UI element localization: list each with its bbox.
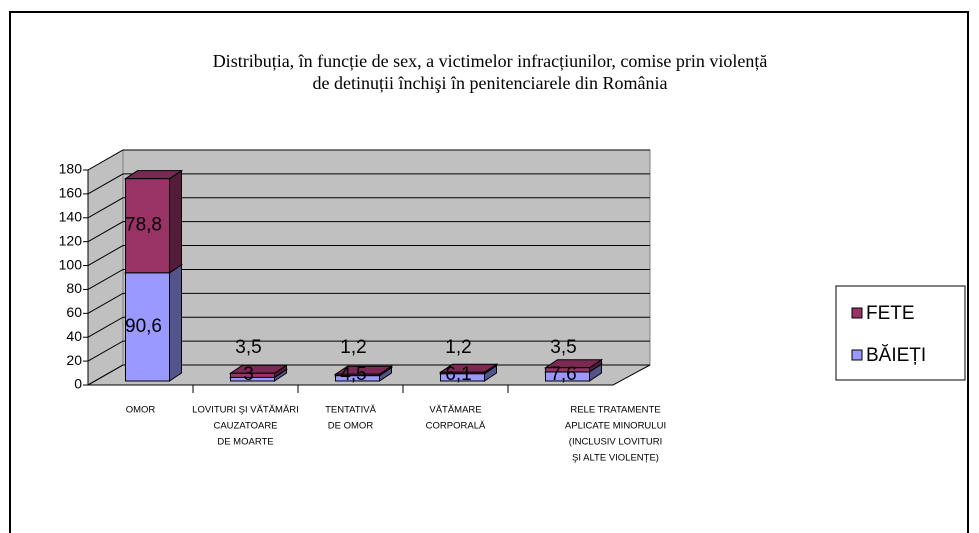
x-tick-label: ŞI ALTE VIOLENȚE) — [572, 453, 659, 464]
data-label: 6,1 — [445, 364, 471, 385]
y-tick-label: 160 — [59, 185, 83, 201]
bar-side — [169, 263, 182, 382]
x-tick-label: OMOR — [126, 405, 156, 416]
grid-line — [87, 149, 650, 171]
x-tick-label: LOVITURI ŞI VĂTĂMĂRI — [192, 405, 299, 416]
data-label: 78,8 — [125, 215, 162, 236]
grid-line — [87, 316, 650, 338]
grid-line — [87, 292, 650, 314]
y-tick-label: 180 — [59, 161, 83, 177]
data-label: 1,2 — [445, 337, 471, 358]
data-label: 3,5 — [235, 337, 261, 358]
bar — [335, 373, 380, 377]
x-tick-label: DE OMOR — [328, 421, 374, 432]
x-tick-label: CAUZATOARE — [213, 421, 277, 432]
legend-label: BĂIEȚI — [866, 345, 926, 366]
x-tick-label: CORPORALĂ — [426, 421, 486, 432]
chart-title: de detinuții închişi în penitenciarele d… — [313, 73, 668, 93]
legend-label: FETE — [866, 303, 915, 324]
y-tick-label: 80 — [66, 280, 82, 296]
bar-side — [169, 169, 182, 274]
bar — [230, 372, 275, 378]
grid-line — [87, 268, 650, 290]
grid-line — [87, 340, 650, 362]
data-label: 1,2 — [340, 337, 366, 358]
grid-line — [87, 221, 650, 243]
bar — [545, 367, 590, 373]
y-tick-label: 0 — [74, 376, 82, 392]
y-tick-label: 100 — [59, 256, 83, 272]
bar — [440, 371, 485, 375]
grid-line — [87, 197, 650, 219]
grid-line — [87, 173, 650, 195]
bar — [125, 178, 170, 274]
x-tick-label: TENTATIVĂ — [325, 405, 377, 416]
data-label: 90,6 — [125, 316, 162, 337]
x-tick-label: APLICATE MINORULUI — [565, 421, 666, 432]
y-tick-label: 140 — [59, 208, 83, 224]
side-wall — [87, 149, 124, 386]
x-tick-label: VĂTĂMARE — [429, 405, 481, 416]
grid-line — [87, 245, 650, 266]
frame — [9, 11, 969, 533]
data-label: 4,5 — [340, 364, 366, 385]
back-wall — [122, 149, 651, 366]
data-label: 3,5 — [550, 337, 576, 358]
legend-box — [835, 285, 966, 381]
y-tick-label: 120 — [59, 232, 83, 248]
x-tick-label: (INCLUSIV LOVITURI — [569, 437, 662, 448]
legend-swatch — [851, 307, 863, 319]
data-label: 3 — [243, 364, 254, 385]
x-tick-label: DE MOARTE — [217, 437, 273, 448]
y-tick-label: 60 — [66, 304, 82, 320]
x-tick-label: RELE TRATAMENTE — [570, 405, 660, 416]
y-tick-label: 20 — [66, 352, 82, 368]
legend-swatch — [851, 349, 863, 361]
y-tick-label: 40 — [66, 328, 82, 344]
data-label: 7,6 — [550, 364, 576, 385]
chart-title: Distribuția, în funcție de sex, a victim… — [213, 51, 768, 71]
